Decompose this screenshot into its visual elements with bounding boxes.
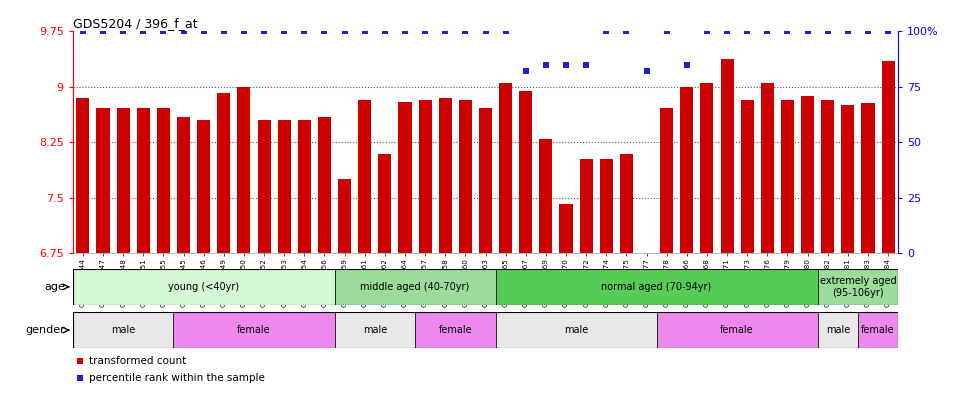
Text: female: female [237, 325, 271, 335]
Bar [821, 100, 834, 253]
Bar [656, 312, 818, 348]
Bar [335, 312, 415, 348]
Bar [660, 108, 673, 253]
Bar [415, 312, 495, 348]
Bar [781, 100, 794, 253]
Bar [96, 108, 110, 253]
Text: middle aged (40-70yr): middle aged (40-70yr) [360, 282, 470, 292]
Bar [818, 312, 858, 348]
Bar [177, 117, 190, 253]
Bar [580, 160, 592, 253]
Bar [720, 59, 734, 253]
Bar [338, 180, 352, 253]
Text: gender: gender [25, 325, 65, 335]
Text: female: female [861, 325, 895, 335]
Bar [640, 253, 653, 261]
Text: percentile rank within the sample: percentile rank within the sample [88, 373, 264, 384]
Bar [379, 154, 391, 253]
Bar [519, 91, 532, 253]
Bar [741, 100, 753, 253]
Bar [479, 108, 492, 253]
Text: male: male [564, 325, 588, 335]
Bar [218, 93, 230, 253]
Bar [495, 269, 818, 305]
Bar [237, 87, 251, 253]
Bar [801, 96, 814, 253]
Bar [495, 312, 656, 348]
Bar [157, 108, 170, 253]
Bar [439, 98, 452, 253]
Bar [278, 120, 290, 253]
Bar [257, 120, 271, 253]
Bar [761, 83, 774, 253]
Bar [882, 61, 894, 253]
Bar [77, 98, 89, 253]
Text: age: age [44, 282, 65, 292]
Bar [600, 160, 613, 253]
Bar [358, 100, 371, 253]
Bar [117, 108, 130, 253]
Bar [619, 154, 633, 253]
Bar [841, 105, 854, 253]
Text: GDS5204 / 396_f_at: GDS5204 / 396_f_at [73, 17, 197, 30]
Bar [818, 269, 898, 305]
Bar [559, 204, 573, 253]
Bar [197, 120, 210, 253]
Bar [861, 103, 875, 253]
Bar [174, 312, 335, 348]
Bar [73, 312, 174, 348]
Bar [459, 100, 472, 253]
Bar [681, 87, 693, 253]
Text: male: male [825, 325, 850, 335]
Bar [539, 139, 552, 253]
Text: normal aged (70-94yr): normal aged (70-94yr) [601, 282, 712, 292]
Text: female: female [720, 325, 753, 335]
Bar [700, 83, 714, 253]
Text: transformed count: transformed count [88, 356, 186, 367]
Bar [419, 100, 432, 253]
Bar [398, 102, 412, 253]
Text: male: male [362, 325, 386, 335]
Text: female: female [439, 325, 472, 335]
Bar [335, 269, 495, 305]
Bar [73, 269, 335, 305]
Text: young (<40yr): young (<40yr) [168, 282, 239, 292]
Bar [318, 117, 331, 253]
Bar [137, 108, 150, 253]
Bar [499, 83, 512, 253]
Text: extremely aged
(95-106yr): extremely aged (95-106yr) [820, 276, 896, 298]
Text: male: male [111, 325, 135, 335]
Bar [298, 120, 311, 253]
Bar [858, 312, 898, 348]
